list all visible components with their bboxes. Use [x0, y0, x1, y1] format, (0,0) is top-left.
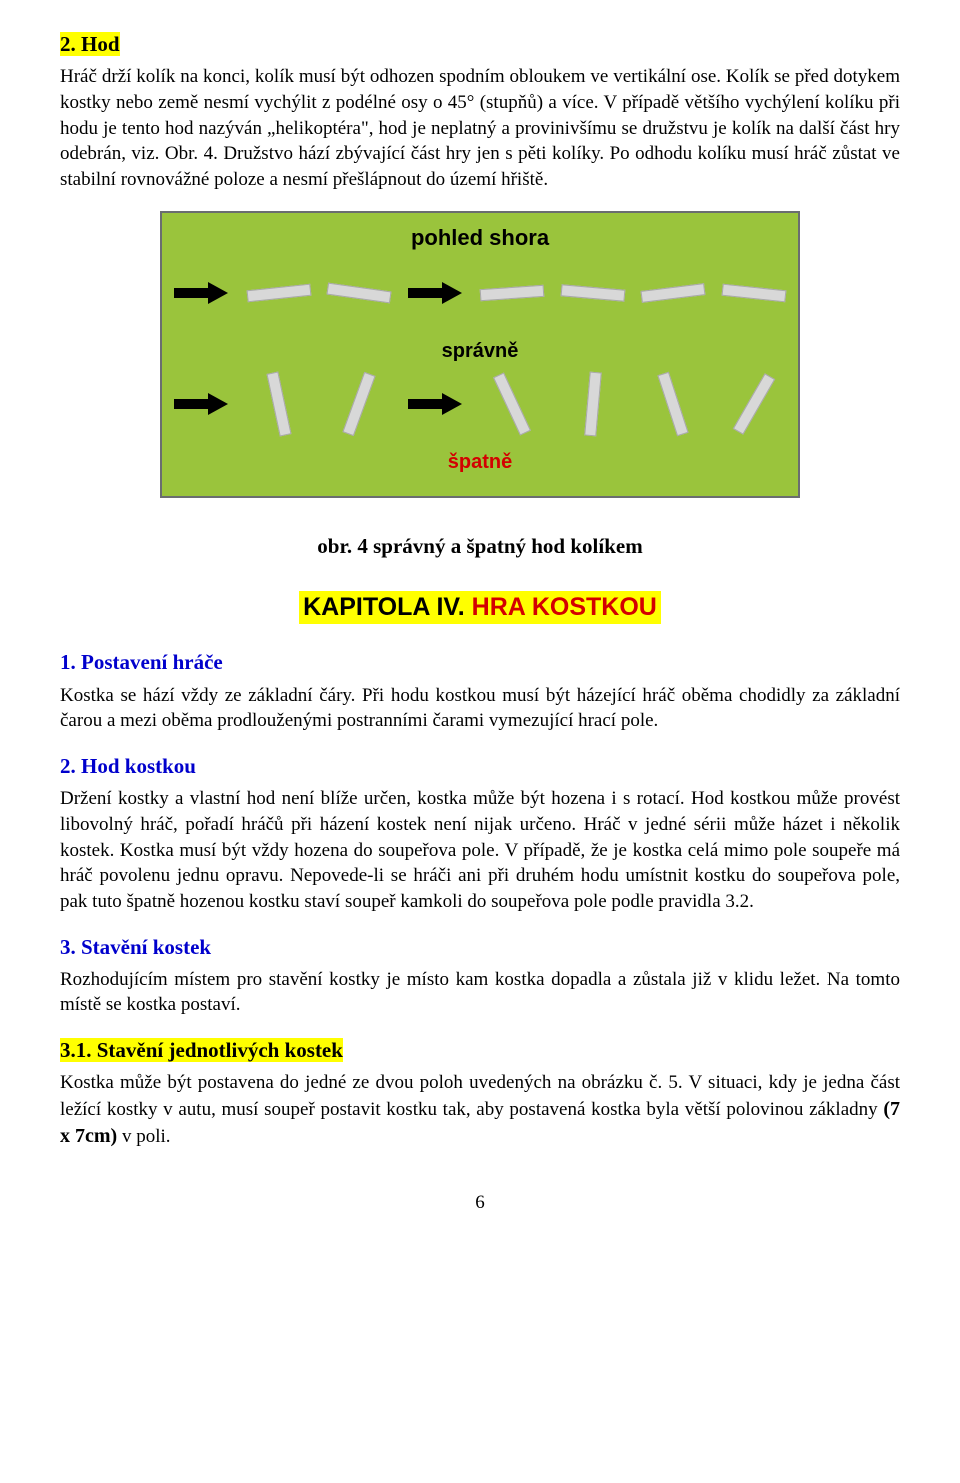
section-31-heading-text: 3.1. Stavění jednotlivých kostek — [60, 1038, 343, 1062]
section-2-heading: 2. Hod — [60, 30, 900, 58]
figure-label-good: správně — [174, 338, 786, 365]
stick-bad — [266, 372, 291, 437]
chapter-heading-red: HRA KOSTKOU — [465, 593, 657, 621]
stick-good — [480, 285, 545, 301]
figure-caption: obr. 4 správný a špatný hod kolíkem — [60, 532, 900, 560]
arrow-icon — [408, 395, 464, 413]
figure-row-good — [174, 258, 786, 328]
section-1-paragraph: Kostka se hází vždy ze základní čáry. Př… — [60, 683, 900, 734]
section-staveni-heading: 3. Stavění kostek — [60, 933, 900, 961]
section-31-heading: 3.1. Stavění jednotlivých kostek — [60, 1036, 900, 1064]
section-2-heading-text: 2. Hod — [60, 32, 120, 56]
section-hod-kostkou-paragraph: Držení kostky a vlastní hod není blíže u… — [60, 786, 900, 914]
stick-good — [327, 283, 392, 304]
section-31-text-a: Kostka může být postavena do jedné ze dv… — [60, 1072, 900, 1120]
arrow-icon — [408, 284, 464, 302]
page-number: 6 — [60, 1190, 900, 1216]
chapter-heading-wrap: KAPITOLA IV. HRA KOSTKOU — [60, 591, 900, 625]
stick-bad — [733, 374, 775, 435]
stick-bad — [584, 372, 602, 437]
section-staveni-paragraph: Rozhodujícím místem pro stavění kostky j… — [60, 967, 900, 1018]
arrow-icon — [174, 284, 230, 302]
section-1-heading: 1. Postavení hráče — [60, 648, 900, 676]
section-hod-kostkou-heading: 2. Hod kostkou — [60, 752, 900, 780]
section-31-paragraph: Kostka může být postavena do jedné ze dv… — [60, 1070, 900, 1150]
figure-row-bad — [174, 369, 786, 439]
stick-bad — [343, 372, 376, 436]
figure-label-bad: špatně — [174, 449, 786, 476]
section-31-text-b: v poli. — [117, 1126, 170, 1147]
stick-bad — [658, 372, 689, 437]
arrow-icon — [174, 395, 230, 413]
stick-bad — [493, 373, 531, 436]
stick-good — [641, 283, 706, 303]
figure-container: pohled shora správně špatně — [60, 211, 900, 499]
stick-good — [246, 284, 311, 303]
stick-good — [721, 284, 786, 303]
figure-title: pohled shora — [174, 223, 786, 253]
chapter-heading-black: KAPITOLA IV. — [303, 593, 465, 621]
section-2-paragraph: Hráč drží kolík na konci, kolík musí být… — [60, 64, 900, 192]
stick-good — [560, 284, 625, 302]
figure-panel: pohled shora správně špatně — [160, 211, 800, 499]
chapter-heading: KAPITOLA IV. HRA KOSTKOU — [299, 591, 661, 625]
